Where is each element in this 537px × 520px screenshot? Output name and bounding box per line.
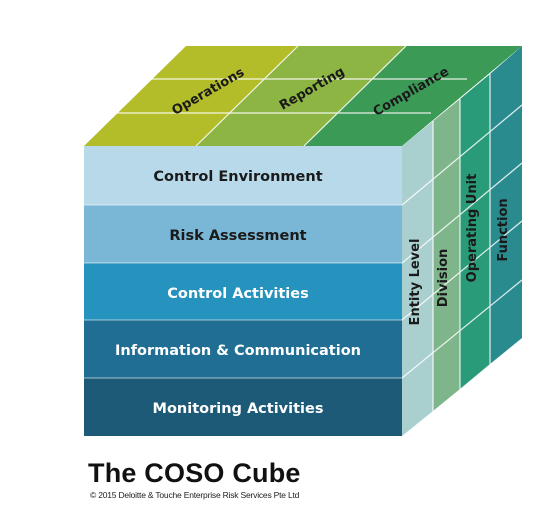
cube-side-face: Entity Level Division Operating Unit Fun… <box>401 46 523 436</box>
side-column-operating-unit <box>460 74 490 389</box>
top-column-reporting <box>196 46 406 146</box>
row-label-risk-assessment: Risk Assessment <box>169 228 306 244</box>
side-label-entity-level: Entity Level <box>408 239 423 326</box>
row-label-control-environment: Control Environment <box>153 169 322 185</box>
side-column-entity-level <box>402 121 433 436</box>
front-row-risk-assessment <box>84 205 402 263</box>
row-label-control-activities: Control Activities <box>167 286 309 302</box>
front-row-control-activities <box>84 263 402 320</box>
row-label-monitoring-activities: Monitoring Activities <box>153 401 324 417</box>
side-label-function: Function <box>496 198 511 261</box>
front-row-monitoring-activities <box>84 378 402 436</box>
caption-title: The COSO Cube <box>88 458 301 488</box>
side-label-division: Division <box>436 249 451 308</box>
row-label-information-communication: Information & Communication <box>115 343 361 359</box>
top-column-compliance <box>304 46 522 146</box>
side-column-division <box>433 99 460 411</box>
cube-top-face: Operations Reporting Compliance <box>84 45 522 147</box>
front-row-information-communication <box>84 320 402 378</box>
cube-front-face: Control Environment Risk Assessment Cont… <box>84 146 402 436</box>
side-label-operating-unit: Operating Unit <box>465 174 480 283</box>
caption-copyright: © 2015 Deloitte & Touche Enterprise Risk… <box>90 490 300 500</box>
front-row-control-environment <box>84 146 402 205</box>
top-column-operations <box>84 46 298 146</box>
